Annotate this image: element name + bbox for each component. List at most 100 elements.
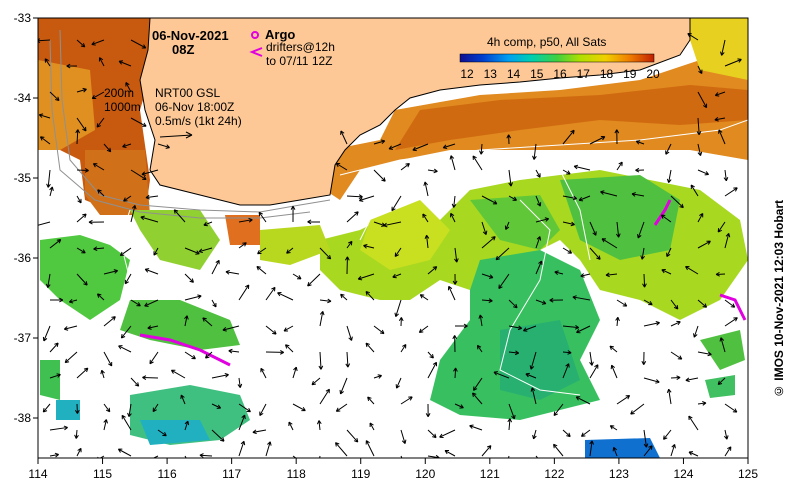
current-vector [392,273,402,279]
current-vector [76,87,87,93]
current-vector [340,130,348,145]
x-tick-label: 116 [158,467,177,481]
current-vector [616,395,631,405]
current-vector [666,247,672,258]
current-vector [49,452,60,458]
x-tick-label: 114 [28,467,47,481]
y-axis: -33 -34 -35 -36 -37 -38 [14,11,38,425]
current-vector [481,236,496,249]
current-vector [93,246,105,252]
current-vector [630,403,645,415]
current-vector [400,163,410,171]
current-vector [498,273,510,290]
current-vector [535,217,550,223]
current-vector [286,247,294,254]
current-vector [453,367,458,379]
drifter-legend-icon [249,47,263,57]
x-axis: 114 115 116 117 118 119 120 121 122 123 124 125 [28,458,758,481]
current-vector [685,265,699,275]
x-tick-label: 117 [222,467,241,481]
current-vector [422,213,429,223]
current-vector [553,403,564,416]
current-vector [400,344,407,353]
current-vector [66,63,78,69]
current-vector [427,351,434,359]
current-vector [49,342,59,353]
current-vector [49,373,61,379]
x-tick-label: 122 [544,467,564,481]
current-vector [319,247,332,260]
current-vector [724,446,732,457]
current-vector [184,273,194,283]
current-vector [149,351,159,365]
current-vector [685,377,699,383]
current-vector [365,440,375,457]
colorbar-tick-label: 18 [600,67,614,81]
current-vector [562,169,571,175]
current-vector [589,135,606,145]
current-vector [688,415,699,431]
current-vector [76,367,89,379]
current-vector [184,455,187,458]
legend-drifters-to: to 07/11 12Z [266,54,333,68]
current-vector [147,325,159,330]
current-vector [589,247,601,260]
current-vector [152,455,159,458]
current-vector [425,403,431,418]
current-vector [444,450,456,457]
current-vector [211,259,220,275]
current-vector [670,320,681,327]
current-vector [572,295,591,301]
current-vector [472,392,483,405]
current-vector [670,444,676,457]
current-vector [660,214,672,223]
current-vector [388,143,402,150]
current-vector [319,311,325,327]
current-vector [184,351,196,360]
current-vector [454,247,459,263]
current-vector [103,143,112,153]
current-vector [578,195,591,202]
current-vector [439,429,456,438]
colorbar-tick-label: 17 [577,67,591,81]
current-vector [117,448,132,457]
current-vector [661,268,672,275]
ssh-contours [119,119,748,396]
current-vector [481,273,494,279]
current-vector [635,140,645,145]
current-vector [631,192,645,197]
current-vector [173,209,186,223]
current-vector [454,403,464,409]
current-vector [119,247,132,257]
current-vector [718,129,726,145]
current-vector [562,363,570,379]
current-vector [373,325,385,335]
current-vector [635,167,645,173]
current-vector [98,57,105,67]
current-vector [418,325,429,333]
current-vector [290,205,296,223]
current-vector [395,377,402,389]
current-vector [49,425,68,431]
current-vector [357,273,375,281]
current-vector [600,190,618,197]
current-vector [130,204,137,223]
current-vector [277,291,294,301]
current-vector [481,298,493,303]
current-vector [697,299,708,308]
current-vector [265,441,272,457]
current-vector [103,403,111,413]
current-vector [292,273,302,280]
current-vector [714,116,726,122]
current-vector [265,349,285,355]
current-vector [211,299,217,308]
current-vector [535,169,541,178]
y-tick-label: -36 [14,251,32,265]
current-vector [307,219,321,225]
current-vector [451,195,457,208]
current-vector [91,91,105,100]
current-vector [476,344,483,353]
current-vector [481,221,488,235]
current-vector [506,134,512,145]
scale-arrow [159,131,193,139]
